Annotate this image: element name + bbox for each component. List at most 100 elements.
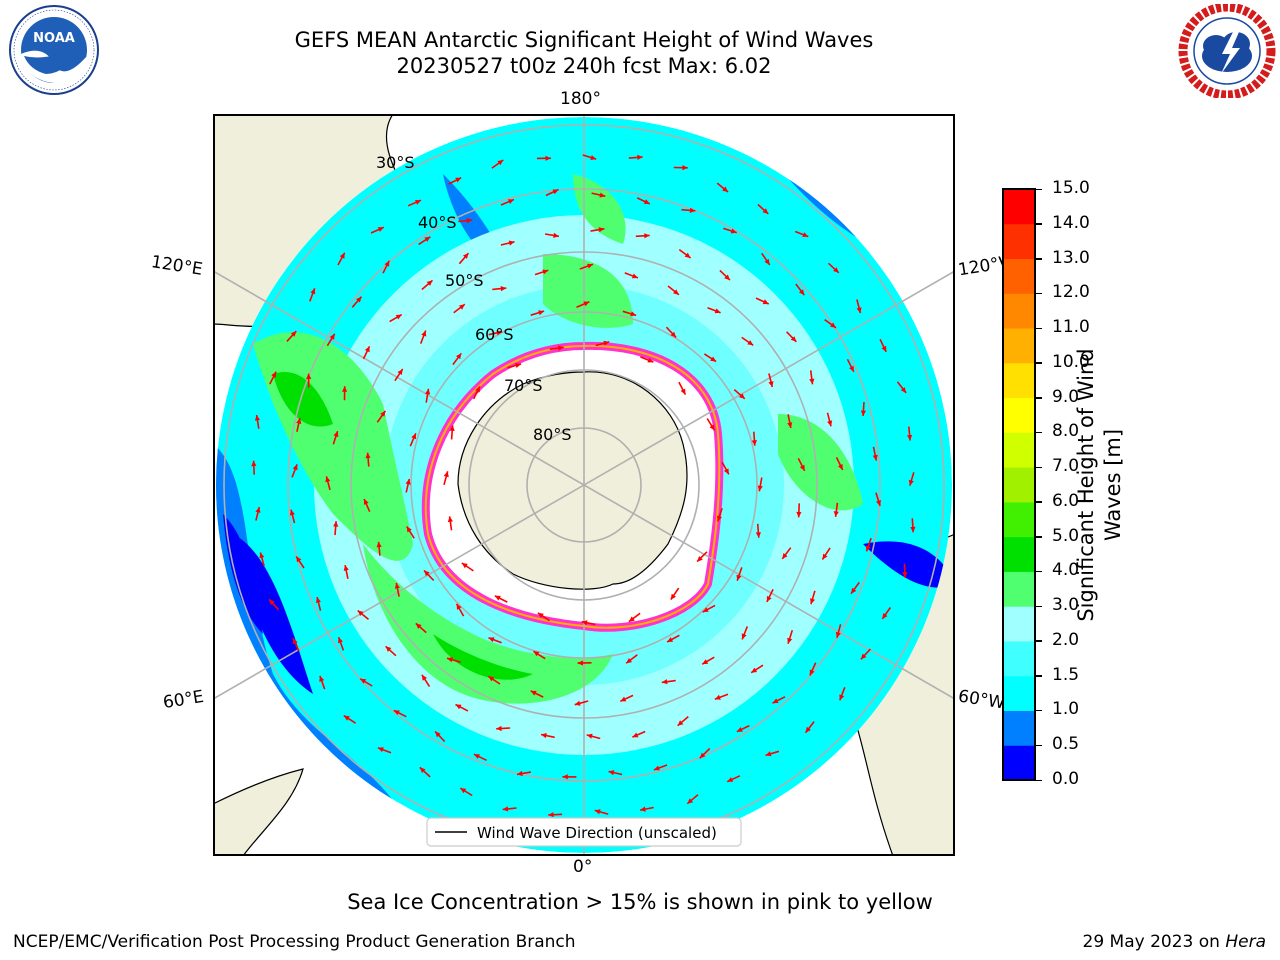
wave-arrow-head	[902, 572, 908, 578]
wave-arrow-head	[415, 623, 422, 629]
chart-title: GEFS MEAN Antarctic Significant Height o…	[294, 28, 874, 52]
wave-arrow-head	[637, 154, 643, 160]
wave-arrow-head	[329, 333, 335, 340]
wave-arrow-head	[881, 345, 887, 352]
colorbar-tick-label: 1.0	[1052, 699, 1080, 720]
wave-arrow-head	[762, 299, 769, 305]
colorbar-label-line1: Significant Height of Wind	[1074, 348, 1098, 622]
wave-arrow-head	[598, 227, 605, 233]
wave-arrow-head	[333, 521, 339, 527]
wave-arrow-head	[488, 676, 495, 682]
wave-arrow-head	[562, 774, 568, 780]
wave-arrow-head	[590, 155, 597, 160]
wave-arrow-head	[751, 440, 757, 446]
wave-arrow-head	[714, 694, 721, 700]
colorbar-tick-label: 11.0	[1052, 317, 1090, 338]
wave-arrow-head	[739, 393, 745, 399]
wave-arrow-head	[530, 690, 537, 696]
wave-arrow-head	[630, 311, 637, 317]
wave-arrow-head	[900, 387, 907, 393]
colorbar-segment	[1003, 293, 1035, 329]
colorbar-tick-mark	[1036, 397, 1042, 399]
wave-arrow-head	[822, 553, 828, 560]
wave-arrow-head	[553, 232, 559, 238]
wave-arrow-head	[851, 587, 857, 594]
wave-arrow-head	[790, 336, 797, 342]
wave-arrow-head	[548, 812, 554, 818]
wave-arrow-head	[558, 345, 564, 351]
wave-arrow-head	[542, 269, 549, 275]
colorbar-segment	[1003, 501, 1035, 538]
colorbar-tick-label: 8.0	[1052, 421, 1080, 442]
colorbar-segment	[1003, 189, 1035, 225]
wave-arrow-head	[411, 433, 417, 440]
wave-arrow-head	[620, 696, 627, 702]
wave-arrow-head	[447, 657, 453, 663]
wave-arrow-head	[787, 637, 793, 644]
wave-arrow-head	[455, 177, 462, 183]
wave-arrow-head	[394, 582, 400, 589]
colorbar-segment	[1003, 328, 1035, 364]
colorbar-tick-label: 13.0	[1052, 247, 1090, 268]
wave-arrow-head	[835, 631, 841, 638]
colorbar-tick-label: 0.0	[1052, 769, 1080, 789]
colorbar-segment	[1003, 745, 1035, 781]
wave-arrow-head	[466, 218, 473, 224]
wave-arrow-head	[830, 322, 836, 328]
wave-arrow-head	[360, 678, 367, 684]
wave-arrow-head	[342, 386, 348, 392]
wave-arrow-head	[517, 770, 523, 777]
wave-arrow-head	[393, 710, 400, 716]
wave-arrow-head	[339, 252, 345, 259]
wave-arrow-head	[603, 340, 610, 346]
wave-arrow-head	[716, 515, 722, 522]
colorbar-segment	[1003, 397, 1035, 433]
lat-label-60s: 60°S	[475, 325, 514, 344]
wave-arrow-head	[289, 509, 295, 516]
colorbar-tick-label: 12.0	[1052, 282, 1090, 303]
wave-arrow-head	[456, 603, 462, 610]
wave-arrow-head	[397, 369, 403, 375]
wave-arrow-head	[747, 340, 754, 346]
wave-arrow-head	[730, 228, 737, 234]
wave-arrow-head	[384, 260, 390, 267]
colorbar-tick-mark	[1036, 570, 1042, 573]
wave-arrow-head	[419, 767, 426, 773]
wave-arrow-head	[882, 613, 888, 619]
wave-arrow-head	[577, 660, 583, 666]
footer-machine: Hera	[1225, 932, 1266, 952]
wave-arrow-head	[833, 267, 839, 273]
wave-arrow-head	[421, 330, 427, 337]
colorbar-tick-mark	[1036, 640, 1042, 642]
wave-arrow-head	[443, 471, 449, 478]
colorbar-tick-mark	[1036, 258, 1042, 260]
wave-arrow-head	[364, 346, 370, 353]
wave-arrow-head	[541, 733, 547, 739]
colorbar-segment	[1003, 467, 1035, 503]
wave-arrow-head	[508, 240, 515, 246]
lat-label-40s: 40°S	[418, 213, 457, 232]
wave-arrow-head	[380, 410, 386, 417]
wave-arrow-head	[583, 301, 590, 307]
colorbar-tick-mark	[1036, 431, 1042, 434]
colorbar-tick-mark	[1036, 536, 1042, 538]
wave-arrow-head	[507, 199, 514, 204]
chart-subtitle: 20230527 t00z 240h fcst Max: 6.02	[396, 54, 772, 78]
wave-arrow-head	[762, 208, 769, 214]
wave-arrow-head	[798, 289, 805, 296]
wave-arrow-head	[461, 563, 468, 569]
wave-arrow-head	[296, 418, 302, 424]
wave-arrow-head	[865, 545, 871, 552]
colorbar-tick-label: 2.0	[1052, 629, 1080, 650]
wave-arrow-head	[810, 598, 815, 605]
wave-arrow-head	[699, 752, 706, 759]
lat-label-30s: 30°S	[376, 153, 415, 172]
wave-arrow-head	[343, 715, 350, 721]
wave-arrow-head	[459, 304, 465, 310]
wave-arrow-head	[710, 356, 717, 362]
wave-arrow-head	[496, 725, 502, 732]
wave-arrow-head	[684, 252, 691, 258]
wave-arrow-head	[586, 733, 593, 739]
wave-arrow-head	[343, 565, 349, 571]
wave-arrow-head	[799, 464, 805, 471]
